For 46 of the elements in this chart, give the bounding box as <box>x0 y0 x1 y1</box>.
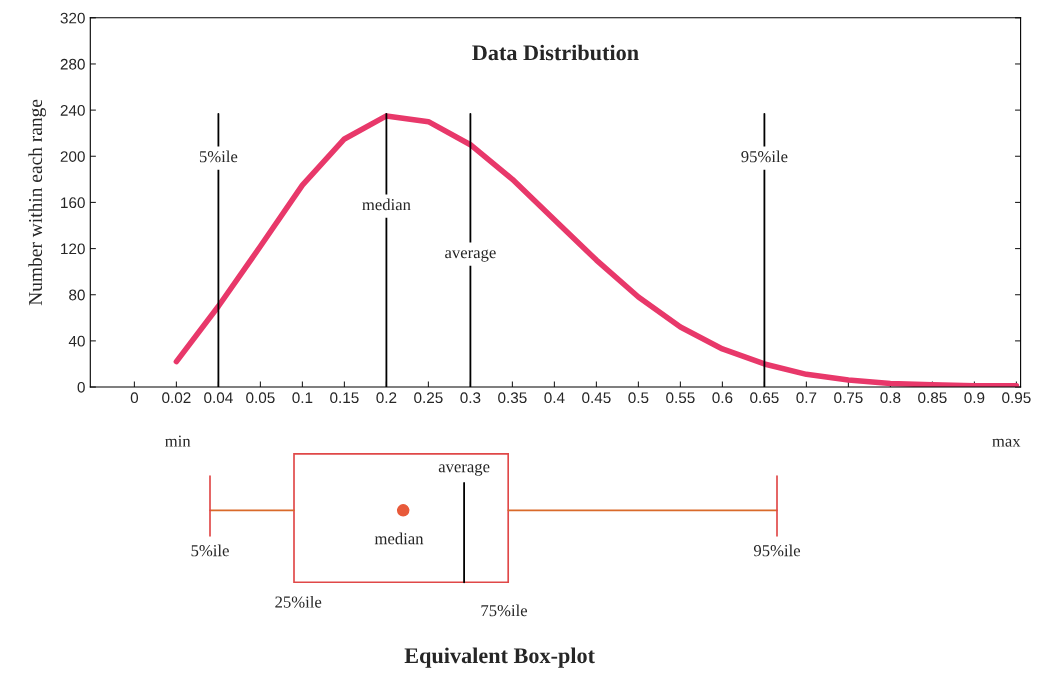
x-tick-label: 0.02 <box>162 392 191 404</box>
x-tick-label: 0.5 <box>628 392 649 404</box>
x-tick-label: 0.45 <box>582 392 611 404</box>
ref-line-label: average <box>445 249 496 262</box>
x-tick-label: 0 <box>130 392 139 404</box>
x-tick-label: 0.3 <box>460 392 481 404</box>
y-tick-label: 120 <box>61 243 85 255</box>
y-tick-label: 0 <box>77 381 85 393</box>
x-tick-label: 0.9 <box>964 392 985 404</box>
x-tick-label: 0.7 <box>796 392 817 404</box>
y-tick-label: 280 <box>60 58 85 70</box>
x-tick-label: 0.55 <box>666 392 695 404</box>
x-tick-label: 0.4 <box>544 392 565 404</box>
y-tick-label: 200 <box>60 151 85 162</box>
text: 75%ile <box>481 604 528 617</box>
x-tick-label: 0.85 <box>918 392 947 404</box>
text: average <box>438 463 490 476</box>
text: 25%ile <box>275 595 322 608</box>
ref-line-label: median <box>362 198 411 211</box>
text: 5%ile <box>191 544 229 557</box>
text: 95%ile <box>753 544 801 557</box>
y-tick-label: 40 <box>68 335 85 347</box>
x-tick-label: 0.35 <box>498 392 527 404</box>
text: Data Distribution <box>472 44 639 61</box>
x-tick-label: 0.25 <box>414 392 443 404</box>
x-tick-label: 0.05 <box>246 392 275 404</box>
x-tick-label: 0.1 <box>292 392 313 404</box>
y-tick-label: 240 <box>60 104 85 116</box>
x-tick-label: 0.6 <box>712 392 733 404</box>
text: max <box>992 438 1021 447</box>
x-tick-label: 0.15 <box>330 392 359 404</box>
x-tick-label: 0.65 <box>750 392 779 404</box>
ref-line-label: 95%ile <box>741 150 788 163</box>
x-tick-label: 0.2 <box>376 392 397 404</box>
y-axis-title: Number within each range <box>28 99 47 306</box>
x-tick-label: 0.75 <box>834 392 863 404</box>
text: median <box>374 532 424 545</box>
x-tick-label: 0.8 <box>880 392 901 404</box>
y-tick-label: 160 <box>61 197 85 209</box>
ref-line-label: 5%ile <box>199 150 238 163</box>
text: min <box>165 435 191 447</box>
y-tick-label: 320 <box>60 12 85 24</box>
y-tick-label: 80 <box>69 289 85 301</box>
text: Equivalent Box-plot <box>404 647 595 668</box>
x-tick-label: 0.04 <box>204 392 233 404</box>
x-tick-label: 0.95 <box>1002 392 1031 404</box>
